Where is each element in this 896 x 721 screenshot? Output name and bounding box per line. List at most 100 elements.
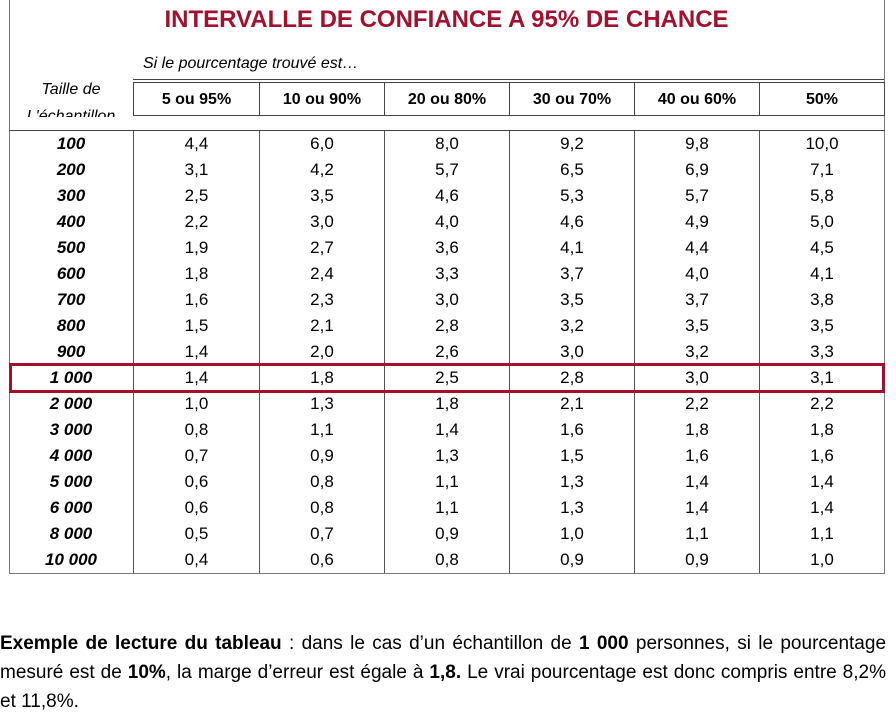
note-bold: Exemple de lecture du tableau — [0, 633, 282, 654]
cell: 2,5 — [384, 365, 509, 391]
cell: 0,9 — [384, 521, 509, 547]
cell: 0,8 — [259, 495, 384, 521]
cell: 2,2 — [133, 209, 259, 235]
row-header-clip: L'échantillon — [9, 105, 133, 117]
cell: 1,1 — [259, 417, 384, 443]
cell: 4,6 — [509, 209, 634, 235]
cell: 6,5 — [509, 157, 634, 183]
highlight — [9, 363, 885, 393]
cell: 3,5 — [259, 183, 384, 209]
cell: 1,0 — [509, 521, 634, 547]
cell: 0,6 — [259, 547, 384, 573]
cell: 1,4 — [384, 417, 509, 443]
cell: 4,1 — [509, 235, 634, 261]
row-label: 600 — [56, 264, 86, 283]
cell: 8,0 — [384, 131, 509, 157]
cell: 5,0 — [759, 209, 884, 235]
cell: 9,8 — [634, 131, 759, 157]
cell: 0,6 — [133, 469, 259, 495]
row-header: L'échantillon — [26, 108, 116, 117]
cell: 1,4 — [133, 339, 259, 365]
cell: 0,4 — [133, 547, 259, 573]
note-text: : dans le cas d’un échantillon de — [281, 633, 579, 654]
column-header: 30 ou 70% — [509, 82, 634, 116]
cell: 0,8 — [259, 469, 384, 495]
cell: 2,5 — [133, 183, 259, 209]
row-header: Taille de — [41, 81, 101, 98]
cell: 0,9 — [634, 547, 759, 573]
cell: 1,1 — [634, 521, 759, 547]
cell: 0,8 — [384, 547, 509, 573]
cell: 4,9 — [634, 209, 759, 235]
cell: 3,0 — [259, 209, 384, 235]
cell: 1,0 — [759, 547, 884, 573]
cell: 1,6 — [509, 417, 634, 443]
cell: 0,9 — [259, 443, 384, 469]
column-header: 20 ou 80% — [384, 82, 509, 116]
row-label: 400 — [56, 212, 86, 231]
cell: 3,5 — [759, 313, 884, 339]
cell: 2,0 — [259, 339, 384, 365]
cell: 1,3 — [384, 443, 509, 469]
cell: 2,8 — [509, 365, 634, 391]
cell: 2,1 — [259, 313, 384, 339]
cell: 2,2 — [759, 391, 884, 417]
cell: 5,7 — [384, 157, 509, 183]
cell: 3,2 — [634, 339, 759, 365]
cell: 1,3 — [259, 391, 384, 417]
cell: 3,3 — [759, 339, 884, 365]
cell: 1,1 — [384, 495, 509, 521]
cell: 2,6 — [384, 339, 509, 365]
cell: 1,1 — [384, 469, 509, 495]
cell: 2,8 — [384, 313, 509, 339]
row-label: 2 000 — [49, 394, 93, 413]
rule — [133, 79, 884, 80]
cell: 3,7 — [634, 287, 759, 313]
row-label: 6 000 — [49, 498, 93, 517]
cell: 0,8 — [133, 417, 259, 443]
cell: 0,6 — [133, 495, 259, 521]
cell: 3,6 — [384, 235, 509, 261]
cell: 0,5 — [133, 521, 259, 547]
cell: 1,8 — [634, 417, 759, 443]
row-label: 1 000 — [49, 368, 93, 387]
title: INTERVALLE DE CONFIANCE A 95% DE CHANCE — [164, 6, 729, 33]
row-label: 8 000 — [49, 524, 93, 543]
cell: 4,4 — [133, 131, 259, 157]
column-header: 10 ou 90% — [259, 82, 384, 116]
cell: 1,8 — [759, 417, 884, 443]
cell: 4,6 — [384, 183, 509, 209]
cell: 2,3 — [259, 287, 384, 313]
cell: 1,9 — [133, 235, 259, 261]
cell: 1,4 — [133, 365, 259, 391]
cell: 1,1 — [759, 521, 884, 547]
subtitle: Si le pourcentage trouvé est… — [143, 55, 359, 72]
cell: 4,2 — [259, 157, 384, 183]
cell: 1,8 — [384, 391, 509, 417]
cell: 1,0 — [133, 391, 259, 417]
cell: 2,1 — [509, 391, 634, 417]
cell: 1,3 — [509, 469, 634, 495]
row-label: 900 — [56, 342, 86, 361]
cell: 1,4 — [634, 469, 759, 495]
note-text: , la marge d’erreur est égale à — [165, 662, 430, 683]
note: Exemple de lecture du tableau : dans le … — [0, 629, 886, 716]
cell: 3,0 — [509, 339, 634, 365]
cell: 10,0 — [759, 131, 884, 157]
cell: 3,7 — [509, 261, 634, 287]
cell: 1,8 — [259, 365, 384, 391]
table-frame — [9, 0, 885, 574]
cell: 5,8 — [759, 183, 884, 209]
row-label: 3 000 — [49, 420, 93, 439]
cell: 4,5 — [759, 235, 884, 261]
cell: 3,0 — [634, 365, 759, 391]
cell: 4,0 — [384, 209, 509, 235]
cell: 0,7 — [133, 443, 259, 469]
cell: 1,3 — [509, 495, 634, 521]
cell: 3,8 — [759, 287, 884, 313]
cell: 2,7 — [259, 235, 384, 261]
cell: 0,7 — [259, 521, 384, 547]
row-label: 10 000 — [45, 550, 97, 569]
rule — [9, 130, 885, 131]
